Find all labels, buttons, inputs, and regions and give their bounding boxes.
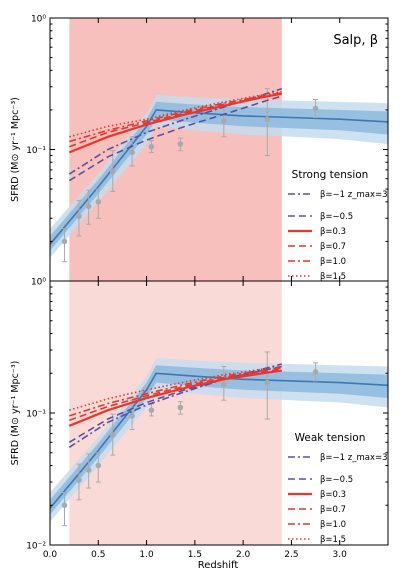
data-point <box>95 199 102 205</box>
series-line-5 <box>69 90 282 138</box>
data-point <box>148 143 155 150</box>
series-line-4 <box>69 367 282 417</box>
data-point <box>109 432 116 438</box>
y-tick-label: 10⁰ <box>31 278 46 288</box>
data-point <box>264 116 271 122</box>
legend-entry-3: β=0.7 <box>320 242 346 252</box>
data-point <box>85 467 92 473</box>
plot-area-top <box>50 18 388 281</box>
y-tick-label: 10⁻¹ <box>26 410 46 420</box>
data-point <box>95 462 102 469</box>
series-line-2 <box>68 369 282 427</box>
data-point <box>177 404 184 411</box>
data-point <box>221 118 227 124</box>
legend-entry-1: β=−0.5 <box>320 475 353 485</box>
shaded-region <box>69 281 282 545</box>
data-point <box>312 369 319 375</box>
data-point <box>109 168 116 175</box>
data-point <box>61 238 68 245</box>
legend-entry-4: β=1.0 <box>320 520 346 530</box>
legend-entry-0: β=−1 z_max=3 <box>320 190 388 200</box>
x-axis-label: Redshift <box>198 560 239 571</box>
panel-annotation: Salp, β <box>333 33 378 48</box>
data-point <box>76 477 82 483</box>
legend-title: Weak tension <box>295 432 366 444</box>
shaded-region <box>69 18 282 281</box>
y-tick-label: 10⁻² <box>26 542 46 552</box>
y-axis-label: SFRD (M⊙ yr⁻¹ Mpc⁻³) <box>10 97 21 202</box>
data-point <box>264 379 271 386</box>
series-line-1 <box>68 365 282 443</box>
series-line-3 <box>69 93 282 148</box>
y-axis-label: SFRD (M⊙ yr⁻¹ Mpc⁻³) <box>10 361 21 466</box>
data-point <box>312 105 319 112</box>
legend-entry-0: β=−1 z_max=3 <box>320 453 388 463</box>
data-point <box>85 203 92 210</box>
legend-entry-5: β=1.5 <box>320 272 346 282</box>
series-line-1 <box>68 95 283 182</box>
legend-entry-4: β=1.0 <box>320 257 346 267</box>
data-point <box>129 413 135 419</box>
model-band-inner <box>50 101 388 251</box>
legend-entry-5: β=1.5 <box>320 535 346 545</box>
x-tick-label: 2.0 <box>236 550 251 560</box>
plot-area-bottom <box>50 281 388 545</box>
x-tick-label: 1.0 <box>139 550 154 560</box>
series-line-3 <box>69 368 282 422</box>
legend-title: Strong tension <box>292 169 369 181</box>
series-line-0 <box>68 87 283 175</box>
x-tick-label: 3.0 <box>333 550 348 560</box>
x-tick-label: 0.5 <box>91 550 105 560</box>
x-tick-label: 1.5 <box>188 550 202 560</box>
x-tick-label: 0.0 <box>43 550 58 560</box>
legend-entry-2: β=0.3 <box>320 227 346 237</box>
data-point <box>221 381 227 388</box>
model-line <box>50 372 388 509</box>
data-point <box>61 502 68 509</box>
series-line-0 <box>68 363 283 448</box>
y-tick-label: 10⁻¹ <box>26 146 46 156</box>
series-line-4 <box>69 92 282 143</box>
y-tick-label: 10⁰ <box>31 15 46 25</box>
legend-entry-1: β=−0.5 <box>320 212 353 222</box>
data-point <box>177 141 184 147</box>
legend-entry-2: β=0.3 <box>320 490 346 500</box>
data-point <box>76 213 82 220</box>
legend-entry-3: β=0.7 <box>320 505 346 515</box>
series-line-5 <box>69 365 282 411</box>
data-point <box>148 407 155 414</box>
data-point <box>129 149 135 156</box>
x-tick-label: 2.5 <box>284 550 298 560</box>
